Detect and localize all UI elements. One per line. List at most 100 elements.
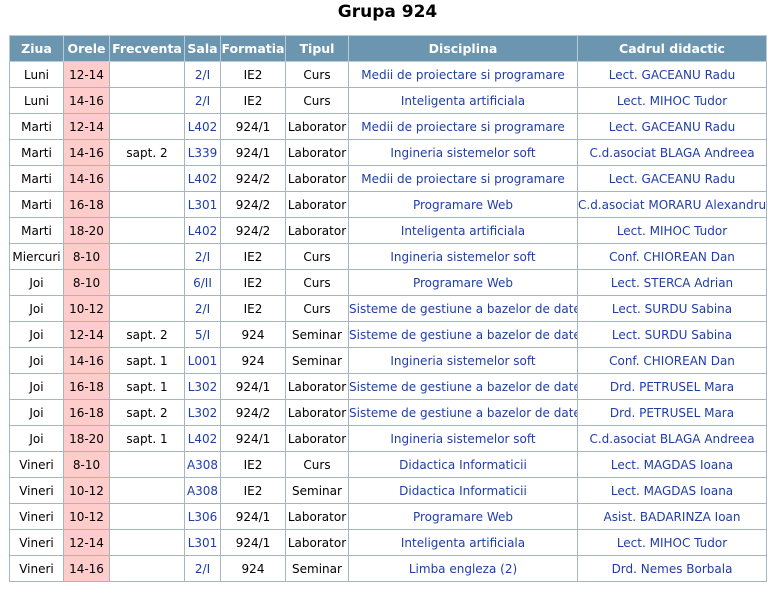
cell-frequency (109, 61, 185, 88)
subject-link[interactable]: Medii de proiectare si programare (348, 113, 578, 140)
teacher-link[interactable]: Conf. CHIOREAN Dan (577, 347, 767, 374)
cell-hours: 10-12 (63, 503, 110, 530)
cell-formation: 924/2 (220, 191, 286, 218)
cell-formation: IE2 (220, 61, 286, 88)
table-row: Joi 18-20 sapt. 1 L402 924/1 Laborator Inginer… (9, 425, 767, 452)
table-row: Marti 16-18 L301 924/2 Laborator Programare W… (9, 191, 767, 218)
schedule-body: Luni 12-14 2/I IE2 Curs Medii de proiectare s… (9, 61, 767, 582)
subject-link[interactable]: Didactica Informaticii (348, 451, 578, 478)
cell-hours: 12-14 (63, 61, 110, 88)
cell-type: Laborator (285, 217, 349, 244)
teacher-link[interactable]: Lect. GACEANU Radu (577, 61, 767, 88)
table-row: Vineri 12-14 L301 924/1 Laborator Inteligenta… (9, 529, 767, 556)
cell-day: Joi (9, 347, 64, 374)
cell-hours: 10-12 (63, 295, 110, 322)
teacher-link[interactable]: Lect. SURDU Sabina (577, 321, 767, 348)
cell-day: Vineri (9, 477, 64, 504)
teacher-link[interactable]: Drd. PETRUSEL Mara (577, 399, 767, 426)
room-link[interactable]: L402 (184, 165, 221, 192)
subject-link[interactable]: Inteligenta artificiala (348, 87, 578, 114)
room-link[interactable]: 5/I (184, 321, 221, 348)
room-link[interactable]: L302 (184, 373, 221, 400)
cell-frequency (109, 269, 185, 296)
teacher-link[interactable]: Lect. MIHOC Tudor (577, 87, 767, 114)
table-row: Joi 10-12 2/I IE2 Curs Sisteme de gestiune a … (9, 295, 767, 322)
cell-frequency: sapt. 2 (109, 399, 185, 426)
subject-link[interactable]: Ingineria sistemelor soft (348, 139, 578, 166)
room-link[interactable]: L301 (184, 529, 221, 556)
teacher-link[interactable]: Asist. BADARINZA Ioan (577, 503, 767, 530)
table-row: Joi 16-18 sapt. 1 L302 924/1 Laborator Sisteme… (9, 373, 767, 400)
room-link[interactable]: A308 (184, 477, 221, 504)
subject-link[interactable]: Inteligenta artificiala (348, 217, 578, 244)
teacher-link[interactable]: C.d.asociat BLAGA Andreea (577, 139, 767, 166)
cell-type: Laborator (285, 191, 349, 218)
teacher-link[interactable]: Lect. MIHOC Tudor (577, 529, 767, 556)
teacher-link[interactable]: C.d.asociat MORARU Alexandru (577, 191, 767, 218)
room-link[interactable]: L001 (184, 347, 221, 374)
teacher-link[interactable]: Lect. STERCA Adrian (577, 269, 767, 296)
room-link[interactable]: 2/I (184, 87, 221, 114)
subject-link[interactable]: Programare Web (348, 269, 578, 296)
room-link[interactable]: 2/I (184, 61, 221, 88)
cell-formation: 924/1 (220, 425, 286, 452)
cell-formation: IE2 (220, 269, 286, 296)
room-link[interactable]: L402 (184, 113, 221, 140)
cell-formation: 924/1 (220, 113, 286, 140)
room-link[interactable]: L302 (184, 399, 221, 426)
subject-link[interactable]: Sisteme de gestiune a bazelor de date (348, 295, 578, 322)
teacher-link[interactable]: Lect. GACEANU Radu (577, 165, 767, 192)
cell-hours: 12-14 (63, 321, 110, 348)
cell-day: Marti (9, 139, 64, 166)
room-link[interactable]: 2/I (184, 295, 221, 322)
subject-link[interactable]: Ingineria sistemelor soft (348, 243, 578, 270)
cell-formation: 924 (220, 555, 286, 582)
subject-link[interactable]: Programare Web (348, 503, 578, 530)
subject-link[interactable]: Sisteme de gestiune a bazelor de date (348, 321, 578, 348)
room-link[interactable]: 2/I (184, 555, 221, 582)
room-link[interactable]: L306 (184, 503, 221, 530)
room-link[interactable]: L402 (184, 217, 221, 244)
cell-hours: 18-20 (63, 217, 110, 244)
teacher-link[interactable]: Lect. SURDU Sabina (577, 295, 767, 322)
cell-day: Marti (9, 165, 64, 192)
cell-type: Laborator (285, 529, 349, 556)
table-row: Vineri 8-10 A308 IE2 Curs Didactica Informati… (9, 451, 767, 478)
cell-type: Seminar (285, 555, 349, 582)
room-link[interactable]: L339 (184, 139, 221, 166)
table-row: Joi 14-16 sapt. 1 L001 924 Seminar Ingineria s… (9, 347, 767, 374)
room-link[interactable]: 2/I (184, 243, 221, 270)
subject-link[interactable]: Ingineria sistemelor soft (348, 425, 578, 452)
cell-frequency: sapt. 2 (109, 139, 185, 166)
cell-type: Laborator (285, 139, 349, 166)
subject-link[interactable]: Medii de proiectare si programare (348, 165, 578, 192)
subject-link[interactable]: Sisteme de gestiune a bazelor de date (348, 399, 578, 426)
subject-link[interactable]: Limba engleza (2) (348, 555, 578, 582)
header-subject: Disciplina (348, 35, 578, 62)
teacher-link[interactable]: Lect. MAGDAS Ioana (577, 477, 767, 504)
subject-link[interactable]: Ingineria sistemelor soft (348, 347, 578, 374)
subject-link[interactable]: Programare Web (348, 191, 578, 218)
room-link[interactable]: L301 (184, 191, 221, 218)
room-link[interactable]: L402 (184, 425, 221, 452)
cell-hours: 14-16 (63, 139, 110, 166)
cell-day: Miercuri (9, 243, 64, 270)
subject-link[interactable]: Medii de proiectare si programare (348, 61, 578, 88)
teacher-link[interactable]: C.d.asociat BLAGA Andreea (577, 425, 767, 452)
teacher-link[interactable]: Lect. GACEANU Radu (577, 113, 767, 140)
teacher-link[interactable]: Lect. MAGDAS Ioana (577, 451, 767, 478)
subject-link[interactable]: Sisteme de gestiune a bazelor de date (348, 373, 578, 400)
subject-link[interactable]: Didactica Informaticii (348, 477, 578, 504)
teacher-link[interactable]: Drd. Nemes Borbala (577, 555, 767, 582)
cell-frequency (109, 529, 185, 556)
cell-day: Vineri (9, 529, 64, 556)
room-link[interactable]: 6/II (184, 269, 221, 296)
teacher-link[interactable]: Lect. MIHOC Tudor (577, 217, 767, 244)
cell-hours: 8-10 (63, 243, 110, 270)
teacher-link[interactable]: Drd. PETRUSEL Mara (577, 373, 767, 400)
header-hours: Orele (63, 35, 110, 62)
subject-link[interactable]: Inteligenta artificiala (348, 529, 578, 556)
teacher-link[interactable]: Conf. CHIOREAN Dan (577, 243, 767, 270)
table-row: Luni 14-16 2/I IE2 Curs Inteligenta artificia… (9, 87, 767, 114)
room-link[interactable]: A308 (184, 451, 221, 478)
